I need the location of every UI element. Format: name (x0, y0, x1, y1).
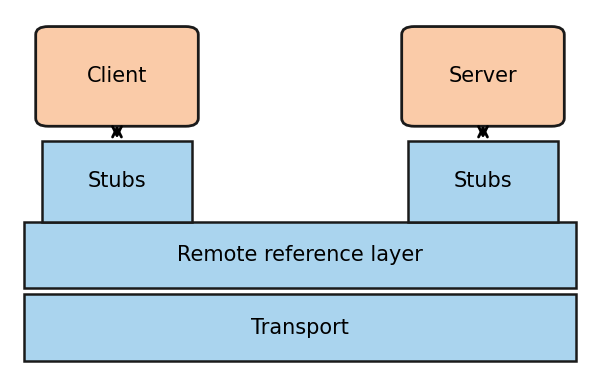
FancyBboxPatch shape (36, 26, 198, 126)
Text: Stubs: Stubs (454, 172, 512, 191)
Text: Server: Server (449, 66, 517, 86)
FancyBboxPatch shape (402, 26, 564, 126)
Text: Transport: Transport (251, 317, 349, 338)
Bar (24, 294, 576, 361)
Bar (42, 141, 192, 222)
Text: Client: Client (87, 66, 147, 86)
Text: Stubs: Stubs (88, 172, 146, 191)
Bar (24, 222, 576, 288)
Text: Remote reference layer: Remote reference layer (177, 245, 423, 265)
Bar (408, 141, 558, 222)
